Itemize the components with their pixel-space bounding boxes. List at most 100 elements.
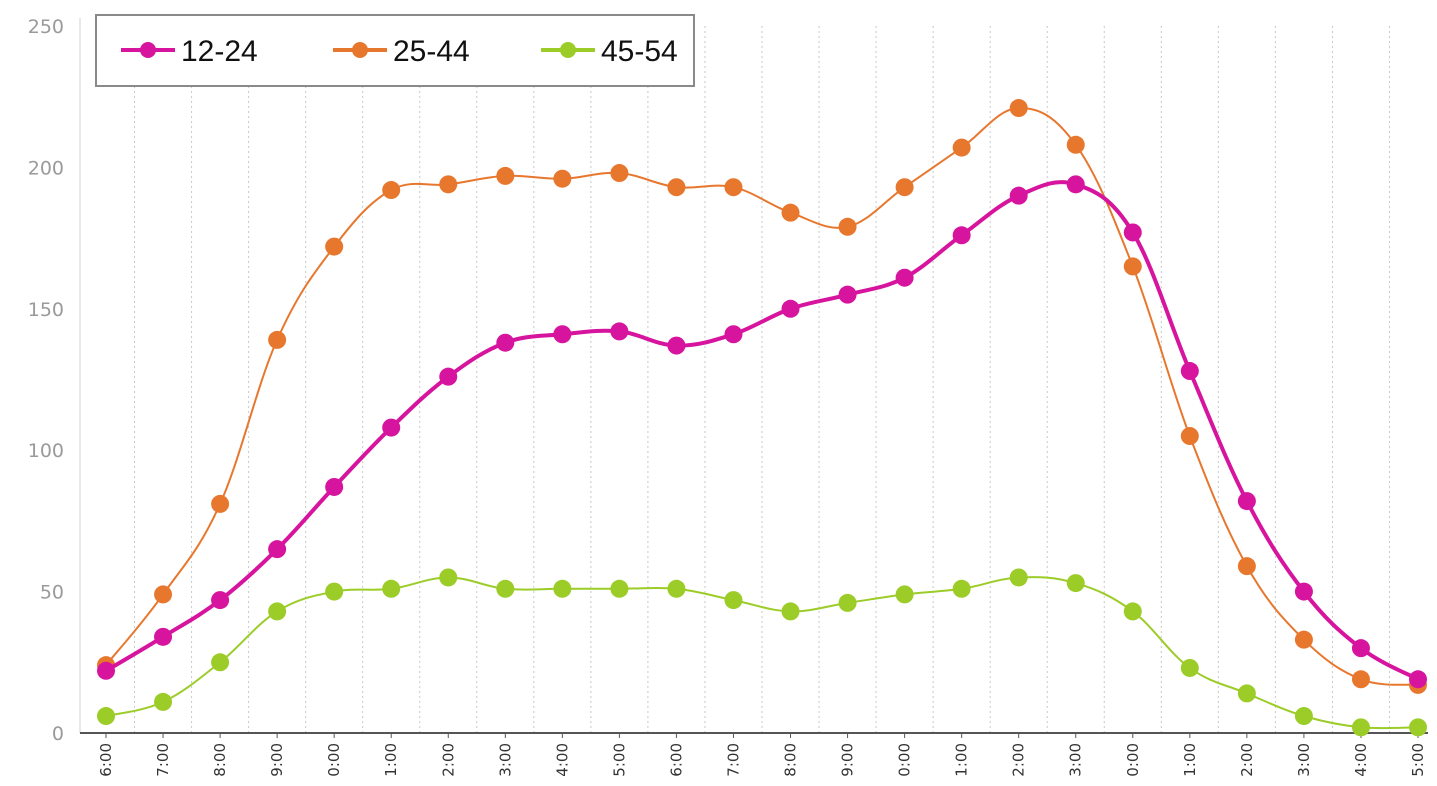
data-point xyxy=(952,579,971,598)
x-tick-label: 1:00 xyxy=(382,743,400,777)
y-tick-label: 0 xyxy=(52,723,64,745)
data-point xyxy=(1180,658,1199,677)
data-point xyxy=(382,181,401,200)
x-tick-label: 1:00 xyxy=(953,743,971,777)
data-point xyxy=(1351,639,1370,658)
data-point xyxy=(838,593,857,612)
data-point xyxy=(1294,582,1313,601)
x-tick-label: 2:00 xyxy=(1010,743,1028,777)
data-point xyxy=(496,579,515,598)
data-point xyxy=(895,178,914,197)
data-point xyxy=(610,579,629,598)
data-point xyxy=(211,653,230,672)
data-point xyxy=(154,627,173,646)
legend-label: 25-44 xyxy=(393,35,470,68)
data-point xyxy=(1123,602,1142,621)
data-point xyxy=(838,217,857,236)
legend-marker xyxy=(560,42,576,58)
x-tick-label: 3:00 xyxy=(496,743,514,777)
x-tick-label: 9:00 xyxy=(268,743,286,777)
data-point xyxy=(268,540,287,559)
data-point xyxy=(1123,257,1142,276)
data-point xyxy=(439,568,458,587)
x-tick-label: 9:00 xyxy=(839,743,857,777)
data-point xyxy=(1009,186,1028,205)
y-tick-label: 50 xyxy=(40,582,64,604)
data-point xyxy=(439,367,458,386)
data-point xyxy=(154,585,173,604)
x-tick-label: 3:00 xyxy=(1067,743,1085,777)
data-point xyxy=(97,661,115,680)
data-point xyxy=(154,692,173,711)
data-point xyxy=(1066,135,1085,154)
legend-marker xyxy=(352,42,368,58)
legend-entry: 12-24 xyxy=(121,35,258,68)
x-tick-label: 0:00 xyxy=(1124,743,1142,777)
data-point xyxy=(667,579,686,598)
y-tick-label: 150 xyxy=(28,299,64,321)
data-point xyxy=(553,325,572,344)
x-tick-label: 3:00 xyxy=(1295,743,1313,777)
data-point xyxy=(838,285,857,304)
y-tick-label: 200 xyxy=(28,157,64,179)
data-point xyxy=(211,494,230,513)
data-point xyxy=(1294,630,1313,649)
data-point xyxy=(667,178,686,197)
data-point xyxy=(667,336,686,355)
series-25-44 xyxy=(97,99,1427,694)
data-point xyxy=(1409,718,1427,737)
x-tick-label: 2:00 xyxy=(439,743,457,777)
series-45-54 xyxy=(97,568,1427,737)
data-point xyxy=(1237,492,1256,511)
data-point xyxy=(781,299,800,318)
axis-layer: 0 50 100 150 200 250 6:00 7:00 8:00 9:00 0:00 1:00 2… xyxy=(28,16,1428,777)
y-tick-label: 100 xyxy=(28,440,64,462)
legend-entry: 25-44 xyxy=(333,35,470,68)
legend-label: 12-24 xyxy=(181,35,258,68)
data-point xyxy=(496,333,515,352)
data-point xyxy=(895,585,914,604)
data-point xyxy=(895,268,914,287)
data-point xyxy=(268,602,287,621)
data-point xyxy=(382,418,401,437)
data-point xyxy=(952,138,971,157)
data-point xyxy=(781,602,800,621)
data-point xyxy=(1009,568,1028,587)
data-point xyxy=(382,579,401,598)
series-line xyxy=(105,106,1419,686)
data-point xyxy=(496,166,515,185)
data-point xyxy=(1237,684,1256,703)
x-tick-label: 2:00 xyxy=(1238,743,1256,777)
data-point xyxy=(553,169,572,188)
x-tick-label: 8:00 xyxy=(782,743,800,777)
data-point xyxy=(1351,670,1370,689)
x-tick-label: 6:00 xyxy=(97,743,115,777)
data-point xyxy=(1123,223,1142,242)
data-point xyxy=(952,226,971,245)
legend-entry: 45-54 xyxy=(541,35,678,68)
data-point xyxy=(781,203,800,222)
data-point xyxy=(610,322,629,341)
data-point xyxy=(439,175,458,194)
x-tick-label: 8:00 xyxy=(211,743,229,777)
data-point xyxy=(211,591,230,610)
data-point xyxy=(1237,557,1256,576)
x-tick-label: 4:00 xyxy=(1352,743,1370,777)
data-point xyxy=(1180,427,1199,446)
data-point xyxy=(724,325,743,344)
data-point xyxy=(1351,718,1370,737)
x-tick-label: 5:00 xyxy=(610,743,628,777)
data-point xyxy=(1009,99,1028,118)
legend: 12-24 25-44 45-54 xyxy=(95,14,695,87)
y-tick-label: 250 xyxy=(28,16,64,38)
x-tick-label: 1:00 xyxy=(1181,743,1199,777)
x-tick-label: 0:00 xyxy=(896,743,914,777)
data-point xyxy=(325,237,344,256)
data-point xyxy=(1294,707,1313,726)
data-point xyxy=(268,330,287,349)
data-point xyxy=(1409,670,1427,689)
x-tick-label: 7:00 xyxy=(154,743,172,777)
data-point xyxy=(724,591,743,610)
